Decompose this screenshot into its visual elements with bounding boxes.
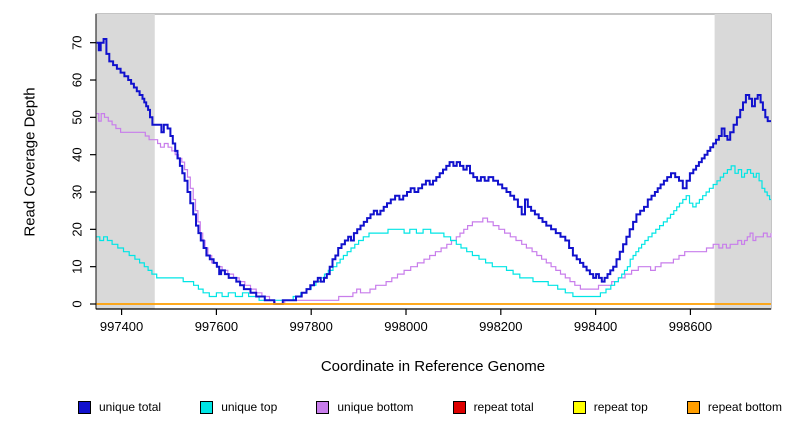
x-tick-label: 997400 (100, 319, 143, 334)
series-unique-bottom-line (96, 113, 772, 305)
y-tick-label: 10 (69, 259, 84, 273)
legend-label: unique total (99, 400, 162, 414)
legend-item-repeat-total: repeat total (452, 400, 534, 414)
x-tick-label: 998200 (479, 319, 522, 334)
y-tick-label: 20 (69, 222, 84, 236)
y-tick-label: 40 (69, 147, 84, 161)
shaded-region-0 (96, 14, 155, 309)
x-tick-label: 997600 (195, 319, 238, 334)
plot-canvas: 0 10 20 30 40 50 60 70 997400 997600 997800 998000 9… (69, 13, 772, 334)
x-tick-label: 998600 (669, 319, 712, 334)
legend-label: unique top (221, 400, 278, 414)
legend-label: repeat top (593, 400, 648, 414)
legend-swatch-icon (572, 400, 586, 414)
legend-label: repeat bottom (707, 400, 782, 414)
series-unique-top-line (96, 165, 771, 301)
series-unique-total-line (96, 38, 771, 305)
legend-swatch-icon (452, 400, 466, 414)
legend-item-unique-top: unique top (200, 400, 277, 414)
legend-item-repeat-top: repeat top (572, 400, 648, 414)
shaded-region-1 (714, 14, 771, 309)
legend-label: repeat total (473, 400, 534, 414)
y-tick-label: 60 (69, 73, 84, 87)
y-tick-label: 30 (69, 185, 84, 199)
legend-swatch-icon (78, 400, 91, 414)
legend: unique total unique top unique bottom repea… (78, 400, 782, 414)
y-axis-title: Read Coverage Depth (21, 87, 39, 237)
legend-label: unique bottom (337, 400, 414, 414)
legend-swatch-icon (200, 400, 214, 414)
legend-item-repeat-bottom: repeat bottom (686, 400, 782, 414)
legend-item-unique-bottom: unique bottom (316, 400, 413, 414)
x-tick-label: 998400 (574, 319, 617, 334)
y-tick-label: 50 (69, 110, 84, 124)
y-tick-label: 70 (69, 35, 84, 49)
x-tick-label: 998000 (384, 319, 427, 334)
legend-swatch-icon (686, 400, 700, 414)
x-axis-title: Coordinate in Reference Genome (320, 358, 546, 375)
legend-swatch-icon (316, 400, 330, 414)
x-tick-label: 997800 (290, 319, 333, 334)
legend-item-unique-total: unique total (78, 400, 161, 414)
y-tick-label: 0 (69, 300, 84, 307)
